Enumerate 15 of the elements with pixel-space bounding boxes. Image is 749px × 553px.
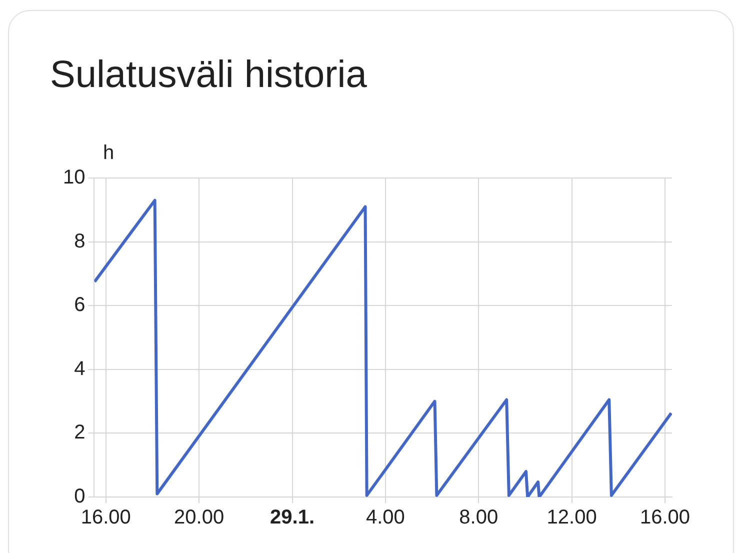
x-tick-label: 16.00: [80, 506, 131, 529]
chart-title: Sulatusväli historia: [50, 54, 367, 97]
y-axis-title: h: [103, 142, 114, 165]
y-tick-label: 4: [74, 358, 86, 380]
y-tick-label: 2: [74, 422, 86, 444]
y-tick-label: 0: [74, 486, 86, 508]
x-tick-label: 12.00: [546, 506, 597, 529]
x-tick-label: 16.00: [640, 506, 690, 529]
y-tick-label: 8: [74, 230, 86, 252]
x-tick-label: 29.1.: [270, 506, 315, 529]
x-tick-label: 8.00: [459, 506, 498, 529]
x-tick-label: 20.00: [174, 506, 224, 529]
y-tick-label: 10: [62, 166, 86, 189]
y-tick-label: 6: [74, 294, 86, 316]
x-tick-label: 4.00: [366, 506, 405, 529]
